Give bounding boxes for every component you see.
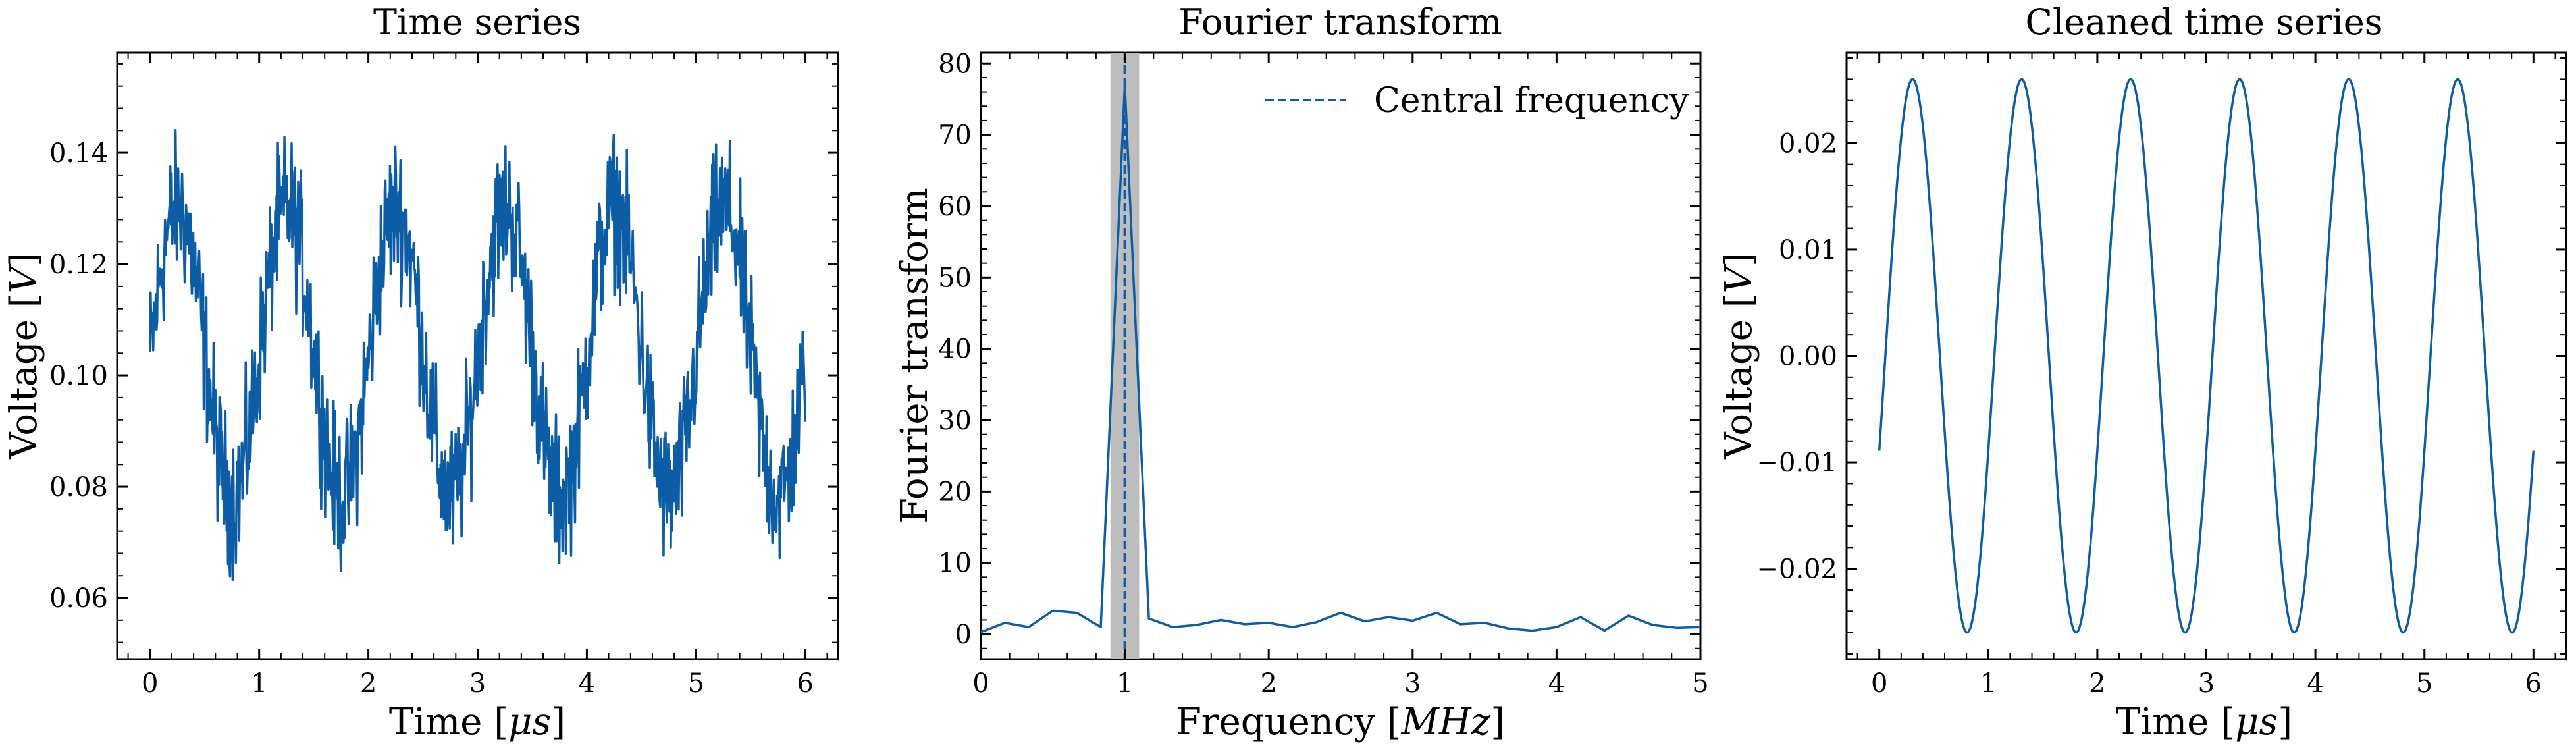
- x-tick-label: 6: [797, 668, 814, 699]
- y-tick-label: 70: [938, 121, 972, 151]
- fourier-series-line: [980, 84, 1701, 633]
- x-tick-label: 3: [2198, 668, 2215, 699]
- y-tick-label: 0.12: [49, 250, 108, 280]
- x-tick-label: 1: [1117, 668, 1133, 699]
- panel-fourier-transform: Fourier transform 0 1 2 3 4 50102030405060708…: [893, 1, 1709, 743]
- legend-label: Central frequency: [1374, 81, 1689, 121]
- x-tick-label: 3: [469, 668, 486, 699]
- plot-area: [149, 128, 806, 581]
- y-tick-label: 60: [938, 192, 972, 222]
- y-tick-label: 0.10: [49, 361, 108, 391]
- x-tick-label: 1: [251, 668, 267, 699]
- y-tick-label: 80: [938, 49, 972, 79]
- plot-area: [1878, 78, 2535, 634]
- chart-title: Fourier transform: [1178, 1, 1502, 43]
- x-tick-label: 5: [688, 668, 704, 699]
- y-tick-label: 30: [938, 406, 972, 436]
- y-tick-label: 0.08: [49, 472, 108, 502]
- y-tick-label: 10: [938, 549, 972, 579]
- y-tick-label: 0.01: [1779, 235, 1837, 265]
- x-tick-label: 1: [1980, 668, 1997, 699]
- x-tick-label: 6: [2525, 668, 2542, 699]
- cleaned-series-line: [1878, 78, 2535, 634]
- panel-time-series: Time series 0 1 2 3 4 5 60.060.080.100.120.14 …: [3, 1, 839, 743]
- y-tick-label: 20: [938, 477, 972, 507]
- x-tick-label: 4: [579, 668, 595, 699]
- x-tick-label: 5: [1692, 668, 1708, 699]
- x-tick-label: 2: [1260, 668, 1276, 699]
- axis-ticks: 0 1 2 3 4 5 6 −0.02 −0.01 0.00 0.01 0.02: [1756, 53, 2566, 699]
- x-axis-label: Time [μs]: [389, 701, 565, 743]
- x-tick-label: 5: [2416, 668, 2432, 699]
- y-axis-label: Voltage [V]: [3, 252, 45, 460]
- y-tick-label: −0.02: [1756, 554, 1837, 585]
- y-tick-label: 40: [938, 335, 972, 365]
- y-tick-label: 0.06: [49, 583, 108, 614]
- plot-frame: [980, 51, 1702, 660]
- legend: Central frequency: [1265, 81, 1689, 121]
- y-tick-label: 50: [938, 263, 972, 293]
- x-tick-label: 0: [142, 668, 158, 699]
- y-tick-label: 0.02: [1779, 128, 1837, 159]
- plot-area: [980, 53, 1701, 659]
- voltage-series-line: [149, 128, 806, 581]
- x-axis-label: Frequency [MHz]: [1176, 701, 1505, 743]
- x-tick-label: 0: [972, 668, 989, 699]
- x-tick-label: 2: [2089, 668, 2105, 699]
- chart-title: Time series: [373, 1, 581, 43]
- x-tick-label: 4: [2307, 668, 2323, 699]
- x-axis-label: Time [μs]: [2116, 701, 2292, 743]
- y-axis-label: Fourier transform: [893, 188, 936, 524]
- axis-ticks: 0 1 2 3 4 5 6 0.06 0.08 0.10 0.12 0.14: [49, 53, 838, 699]
- y-tick-label: 0.00: [1779, 342, 1837, 372]
- panel-cleaned-time-series: Cleaned time series 0 1 2 3 4 5 6 −0.02 −0.01 0.0…: [1718, 1, 2567, 743]
- x-tick-label: 4: [1548, 668, 1565, 699]
- y-tick-label: 0.14: [49, 138, 108, 169]
- x-tick-label: 3: [1404, 668, 1421, 699]
- x-tick-label: 2: [360, 668, 377, 699]
- y-axis-label: Voltage [V]: [1718, 252, 1760, 460]
- y-tick-label: 0: [955, 620, 972, 650]
- x-tick-label: 0: [1871, 668, 1887, 699]
- y-tick-label: −0.01: [1756, 448, 1837, 478]
- chart-title: Cleaned time series: [2026, 1, 2383, 43]
